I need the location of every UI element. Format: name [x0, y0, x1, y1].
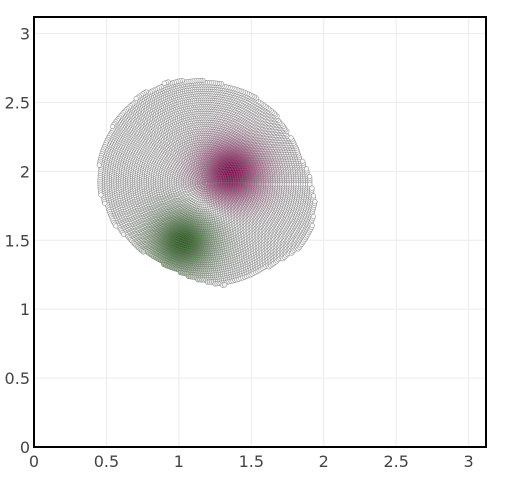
scatter-plot: 00.511.522.5300.511.522.53 — [0, 0, 507, 483]
chart: 00.511.522.5300.511.522.53 — [0, 0, 507, 483]
